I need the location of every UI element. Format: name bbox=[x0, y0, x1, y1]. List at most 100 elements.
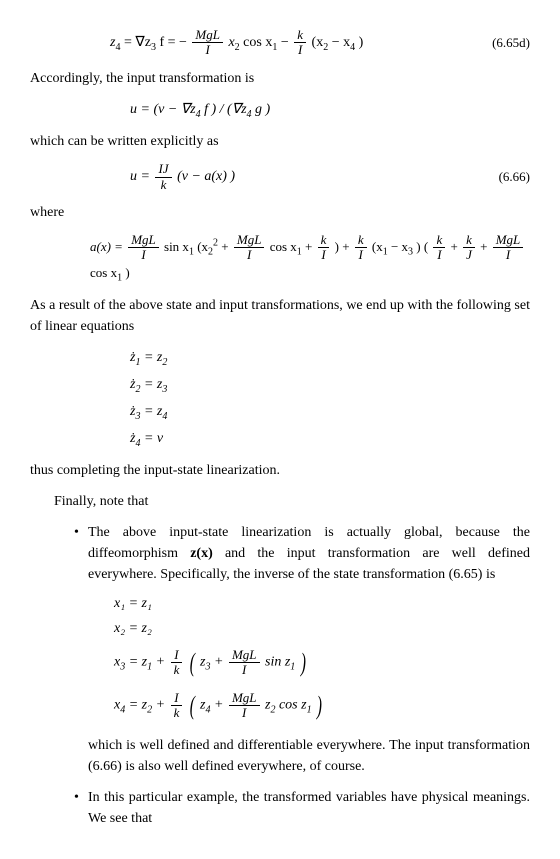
frac: Ik bbox=[171, 648, 183, 678]
t: = ∇z bbox=[124, 35, 151, 50]
equation-u1: u = (v − ∇z4 f ) / (∇z4 g ) bbox=[30, 99, 530, 122]
frac: MgLI bbox=[229, 648, 260, 678]
t: I bbox=[493, 248, 524, 262]
para-well-defined: which is well defined and differentiable… bbox=[74, 735, 530, 777]
t: 2 bbox=[147, 705, 152, 716]
t: = v bbox=[140, 431, 163, 446]
t: 3 bbox=[162, 384, 167, 395]
t: I bbox=[229, 706, 260, 720]
t: 3 bbox=[120, 662, 125, 673]
t: + bbox=[156, 698, 169, 713]
t: MgL bbox=[128, 233, 159, 248]
t: 1 bbox=[117, 272, 122, 283]
t: MgL bbox=[229, 691, 260, 706]
frac: kJ bbox=[463, 233, 475, 263]
t: 4 bbox=[205, 705, 210, 716]
t: ) ( bbox=[416, 239, 431, 254]
t: 2 bbox=[162, 357, 167, 368]
t: MgL bbox=[234, 233, 265, 248]
t: ) bbox=[125, 265, 129, 280]
t: + bbox=[451, 239, 462, 254]
frac: Ik bbox=[171, 691, 183, 721]
t: 2 bbox=[235, 42, 240, 53]
eq-num-6.65d: (6.65d) bbox=[470, 33, 530, 53]
frac: kI bbox=[294, 28, 306, 58]
t: = z bbox=[140, 377, 162, 392]
t: cos x bbox=[90, 265, 117, 280]
t: I bbox=[229, 663, 260, 677]
t: + bbox=[480, 239, 491, 254]
t: (x bbox=[312, 35, 324, 50]
inverse-eq-4: x4 = z2 + Ik ( z4 + MgLI z2 cos z1 ) bbox=[114, 686, 530, 725]
t: 1 bbox=[272, 42, 277, 53]
bullet-item-1: The above input-state linearization is a… bbox=[74, 522, 530, 585]
t: 3 bbox=[408, 246, 413, 257]
linear-eq-1: ż1 = z2 bbox=[130, 347, 530, 370]
t: I bbox=[192, 43, 223, 57]
t: 1 bbox=[297, 246, 302, 257]
t: IJ bbox=[155, 162, 171, 177]
t: 1 bbox=[383, 246, 388, 257]
linear-eq-2: ż2 = z3 bbox=[130, 374, 530, 397]
t: k bbox=[155, 178, 171, 192]
frac: kI bbox=[433, 233, 445, 263]
t: = z bbox=[129, 655, 147, 670]
t: 4 bbox=[162, 411, 167, 422]
frac: kI bbox=[318, 233, 330, 263]
frac: MgLI bbox=[493, 233, 524, 263]
t: = z bbox=[140, 404, 162, 419]
t: + bbox=[214, 698, 227, 713]
t: MgL bbox=[229, 648, 260, 663]
t: MgL bbox=[493, 233, 524, 248]
t: z(x) bbox=[190, 546, 213, 561]
frac: MgLI bbox=[192, 28, 223, 58]
lparen-icon: ( bbox=[190, 643, 195, 682]
rparen-icon: ) bbox=[301, 643, 306, 682]
t: k bbox=[355, 233, 367, 248]
t: 1 bbox=[147, 662, 152, 673]
inverse-eq-1: x₁ = z₁ bbox=[114, 593, 530, 614]
eq-6.66-body: u = IJk (v − a(x) ) bbox=[30, 162, 470, 192]
t: = z bbox=[129, 698, 147, 713]
t: cos x bbox=[243, 35, 272, 50]
t: I bbox=[294, 43, 306, 57]
t: 4 bbox=[247, 108, 252, 119]
linear-system: ż1 = z2 ż2 = z3 ż3 = z4 ż4 = v bbox=[30, 347, 530, 450]
eq-num-6.66: (6.66) bbox=[470, 167, 530, 187]
t: − x bbox=[391, 239, 408, 254]
bullet-item-2: In this particular example, the transfor… bbox=[74, 787, 530, 829]
equation-6.65d: z4 = ∇z3 f = − MgLI x2 cos x1 − kI (x2 −… bbox=[30, 28, 530, 58]
t: 2 bbox=[270, 705, 275, 716]
t: − bbox=[281, 35, 292, 50]
para-accordingly: Accordingly, the input transformation is bbox=[30, 68, 530, 89]
t: − x bbox=[332, 35, 350, 50]
eq-ax-body: a(x) = MgLI sin x1 (x22 + MgLI cos x1 + … bbox=[30, 233, 530, 285]
t: 1 bbox=[189, 246, 194, 257]
t: a(x) = bbox=[90, 239, 126, 254]
t: k bbox=[463, 233, 475, 248]
t: k bbox=[171, 706, 183, 720]
t: ) bbox=[359, 35, 364, 50]
frac: MgLI bbox=[128, 233, 159, 263]
para-result: As a result of the above state and input… bbox=[30, 295, 530, 337]
eq-u1-body: u = (v − ∇z4 f ) / (∇z4 g ) bbox=[30, 99, 530, 122]
t: ) + bbox=[335, 239, 353, 254]
para-explicit: which can be written explicitly as bbox=[30, 131, 530, 152]
t: + bbox=[221, 239, 232, 254]
t: k bbox=[171, 663, 183, 677]
t: (v − a(x) ) bbox=[177, 169, 235, 184]
inverse-eq-3: x3 = z1 + Ik ( z3 + MgLI sin z1 ) bbox=[114, 643, 530, 682]
t: k bbox=[294, 28, 306, 43]
t: g ) bbox=[255, 102, 270, 117]
t: sin x bbox=[164, 239, 189, 254]
t: k bbox=[433, 233, 445, 248]
t: 3 bbox=[205, 662, 210, 673]
linear-eq-4: ż4 = v bbox=[130, 428, 530, 451]
t: k bbox=[318, 233, 330, 248]
t: 2 bbox=[323, 42, 328, 53]
t: = z bbox=[140, 350, 162, 365]
para-where: where bbox=[30, 202, 530, 223]
eq-6.65d-body: z4 = ∇z3 f = − MgLI x2 cos x1 − kI (x2 −… bbox=[30, 28, 470, 58]
t: cos x bbox=[270, 239, 297, 254]
equation-6.66: u = IJk (v − a(x) ) (6.66) bbox=[30, 162, 530, 192]
